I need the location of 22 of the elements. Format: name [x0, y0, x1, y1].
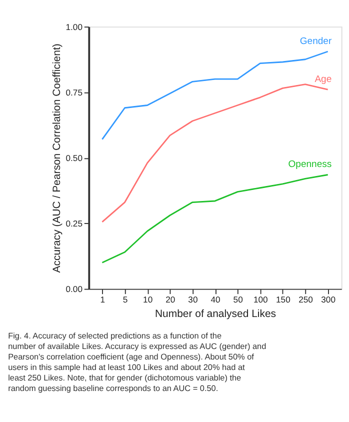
x-tick-label: 10: [143, 294, 153, 305]
x-tick-label: 5: [122, 294, 128, 305]
series-label: Openness: [288, 159, 332, 170]
y-tick-label: 0.75: [66, 87, 83, 98]
x-tick-label: 250: [298, 294, 314, 305]
x-tick-label: 20: [166, 294, 176, 305]
x-tick-label: 100: [253, 294, 268, 305]
series-label: Gender: [300, 36, 332, 47]
series-label: Age: [314, 74, 332, 85]
x-tick-label: 1: [100, 294, 106, 305]
x-tick-label: 30: [188, 294, 198, 305]
y-tick-label: 0.25: [66, 218, 83, 229]
x-axis-title: Number of analysed Likes: [154, 308, 276, 320]
x-tick-label: 150: [276, 294, 291, 305]
x-tick-label: 300: [321, 294, 336, 305]
x-tick-label: 40: [210, 294, 220, 305]
y-tick-label: 1.00: [66, 22, 83, 32]
x-tick-label: 50: [233, 294, 244, 305]
y-tick-label: 0.50: [66, 153, 83, 164]
line-series: [102, 174, 329, 264]
y-tick-label: 0.00: [66, 284, 83, 294]
y-axis-title: Accuracy (AUC / Pearson Correlation Coefficient): [52, 44, 64, 273]
